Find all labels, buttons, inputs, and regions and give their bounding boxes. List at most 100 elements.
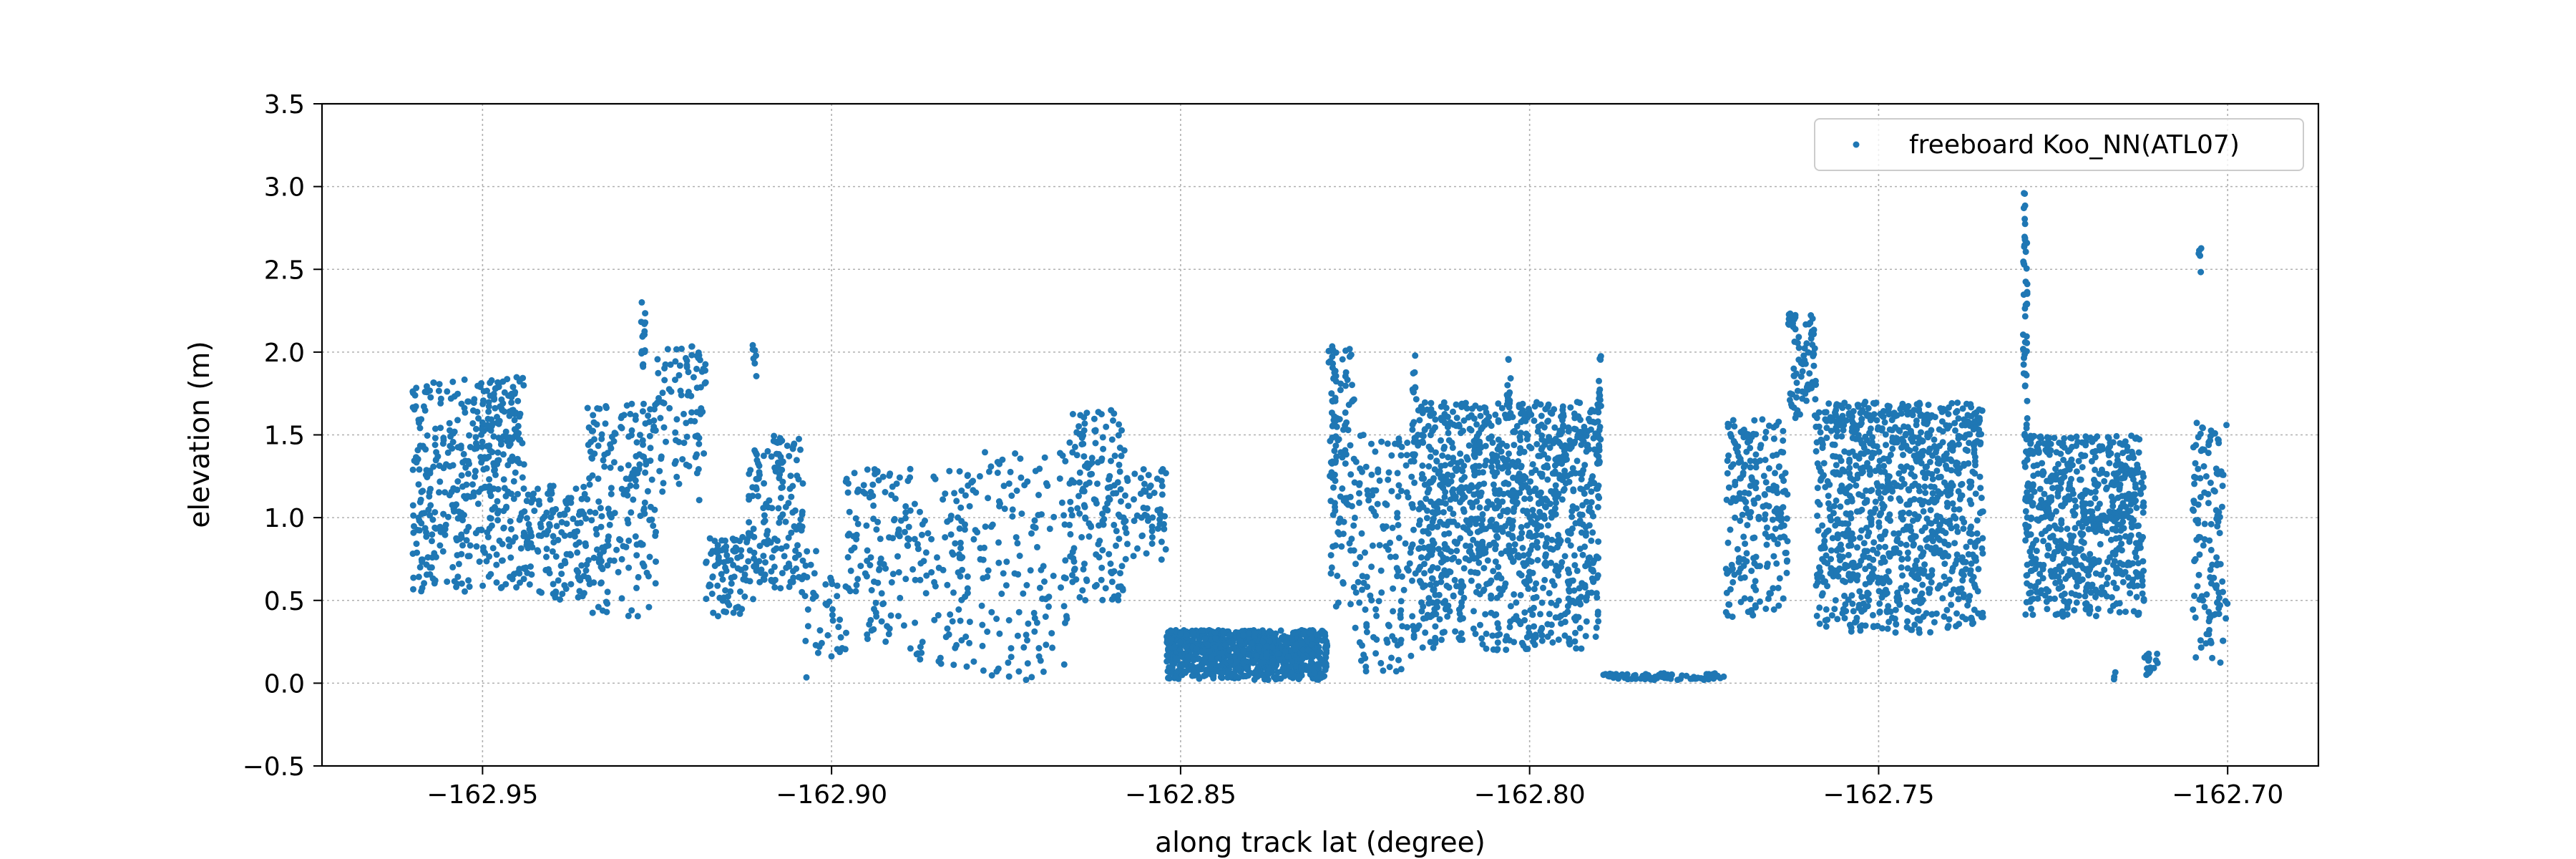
data-point bbox=[1473, 540, 1480, 548]
data-point bbox=[1976, 473, 1984, 480]
data-point bbox=[620, 490, 628, 498]
data-point bbox=[558, 571, 565, 578]
data-point bbox=[982, 449, 988, 456]
data-point bbox=[585, 574, 592, 581]
data-point bbox=[1752, 602, 1759, 609]
data-point bbox=[650, 417, 658, 424]
data-point bbox=[958, 487, 965, 494]
data-point bbox=[1513, 490, 1520, 497]
data-point bbox=[791, 523, 798, 530]
data-point bbox=[688, 392, 695, 399]
data-point bbox=[634, 613, 641, 620]
data-point bbox=[1409, 541, 1416, 548]
data-point bbox=[1875, 463, 1883, 470]
data-point bbox=[430, 379, 437, 386]
data-point bbox=[1511, 442, 1518, 449]
data-point bbox=[1892, 606, 1899, 613]
data-point bbox=[1358, 530, 1365, 537]
data-point bbox=[1503, 508, 1511, 515]
data-point bbox=[725, 593, 731, 600]
data-point bbox=[673, 416, 680, 423]
data-point bbox=[636, 461, 643, 468]
data-point bbox=[1066, 439, 1073, 446]
data-point bbox=[1973, 409, 1980, 416]
data-point bbox=[1034, 543, 1040, 550]
data-point bbox=[666, 404, 673, 412]
data-point bbox=[1828, 565, 1835, 572]
data-point bbox=[852, 515, 859, 522]
data-point bbox=[1015, 608, 1023, 616]
data-point bbox=[1118, 498, 1124, 505]
data-point bbox=[1428, 523, 1435, 530]
data-point bbox=[537, 524, 545, 530]
data-point bbox=[1233, 657, 1240, 664]
data-point bbox=[1070, 479, 1078, 486]
data-point bbox=[527, 563, 534, 570]
data-point bbox=[449, 462, 457, 469]
data-point bbox=[601, 451, 608, 458]
data-point bbox=[872, 599, 879, 606]
data-point bbox=[1737, 518, 1744, 524]
data-point bbox=[464, 553, 472, 560]
data-point bbox=[1850, 608, 1857, 615]
data-point bbox=[1103, 423, 1110, 430]
data-point bbox=[1116, 535, 1123, 543]
data-point bbox=[1477, 621, 1483, 629]
data-point bbox=[1188, 637, 1195, 644]
data-point bbox=[1523, 522, 1531, 529]
data-point bbox=[1815, 409, 1823, 416]
data-point bbox=[1475, 550, 1483, 557]
data-point bbox=[747, 467, 754, 474]
data-point bbox=[723, 552, 731, 559]
data-point bbox=[1735, 558, 1742, 566]
data-point bbox=[1548, 509, 1555, 516]
data-point bbox=[1896, 427, 1903, 435]
data-point bbox=[1564, 603, 1571, 610]
data-point bbox=[440, 510, 447, 518]
data-point bbox=[563, 550, 570, 558]
data-point bbox=[760, 553, 767, 560]
data-point bbox=[1417, 500, 1424, 507]
data-point bbox=[887, 612, 894, 619]
data-point bbox=[455, 560, 462, 568]
data-point bbox=[494, 449, 502, 456]
data-point bbox=[1556, 613, 1563, 621]
data-point bbox=[436, 381, 443, 388]
data-point bbox=[688, 409, 696, 416]
data-point bbox=[985, 567, 992, 574]
data-point bbox=[917, 644, 924, 651]
data-point bbox=[1078, 441, 1085, 448]
data-point bbox=[1977, 485, 1984, 492]
data-point bbox=[1965, 431, 1972, 438]
data-point bbox=[514, 455, 521, 462]
data-point bbox=[785, 500, 792, 507]
data-point bbox=[1951, 506, 1958, 513]
data-point bbox=[1419, 409, 1426, 417]
data-point bbox=[957, 555, 965, 562]
data-point bbox=[1825, 400, 1833, 407]
data-point bbox=[1201, 659, 1209, 666]
data-point bbox=[1584, 442, 1591, 448]
data-point bbox=[956, 468, 963, 475]
data-point bbox=[530, 490, 537, 498]
data-point bbox=[956, 525, 963, 532]
data-point bbox=[1435, 591, 1443, 598]
data-point bbox=[953, 641, 960, 649]
data-point bbox=[1395, 482, 1402, 489]
data-point bbox=[421, 580, 428, 587]
data-point bbox=[1246, 669, 1254, 676]
data-point bbox=[574, 520, 581, 527]
data-point bbox=[618, 595, 625, 602]
data-point bbox=[1430, 427, 1437, 434]
data-point bbox=[1078, 435, 1085, 442]
data-point bbox=[1360, 651, 1367, 659]
data-point bbox=[843, 629, 849, 636]
data-point bbox=[966, 639, 973, 646]
data-point bbox=[508, 525, 514, 533]
data-point bbox=[535, 548, 542, 555]
data-point bbox=[902, 528, 908, 535]
data-point bbox=[1264, 676, 1272, 684]
data-point bbox=[1762, 435, 1769, 442]
data-point bbox=[512, 389, 519, 396]
data-point bbox=[1425, 595, 1433, 602]
